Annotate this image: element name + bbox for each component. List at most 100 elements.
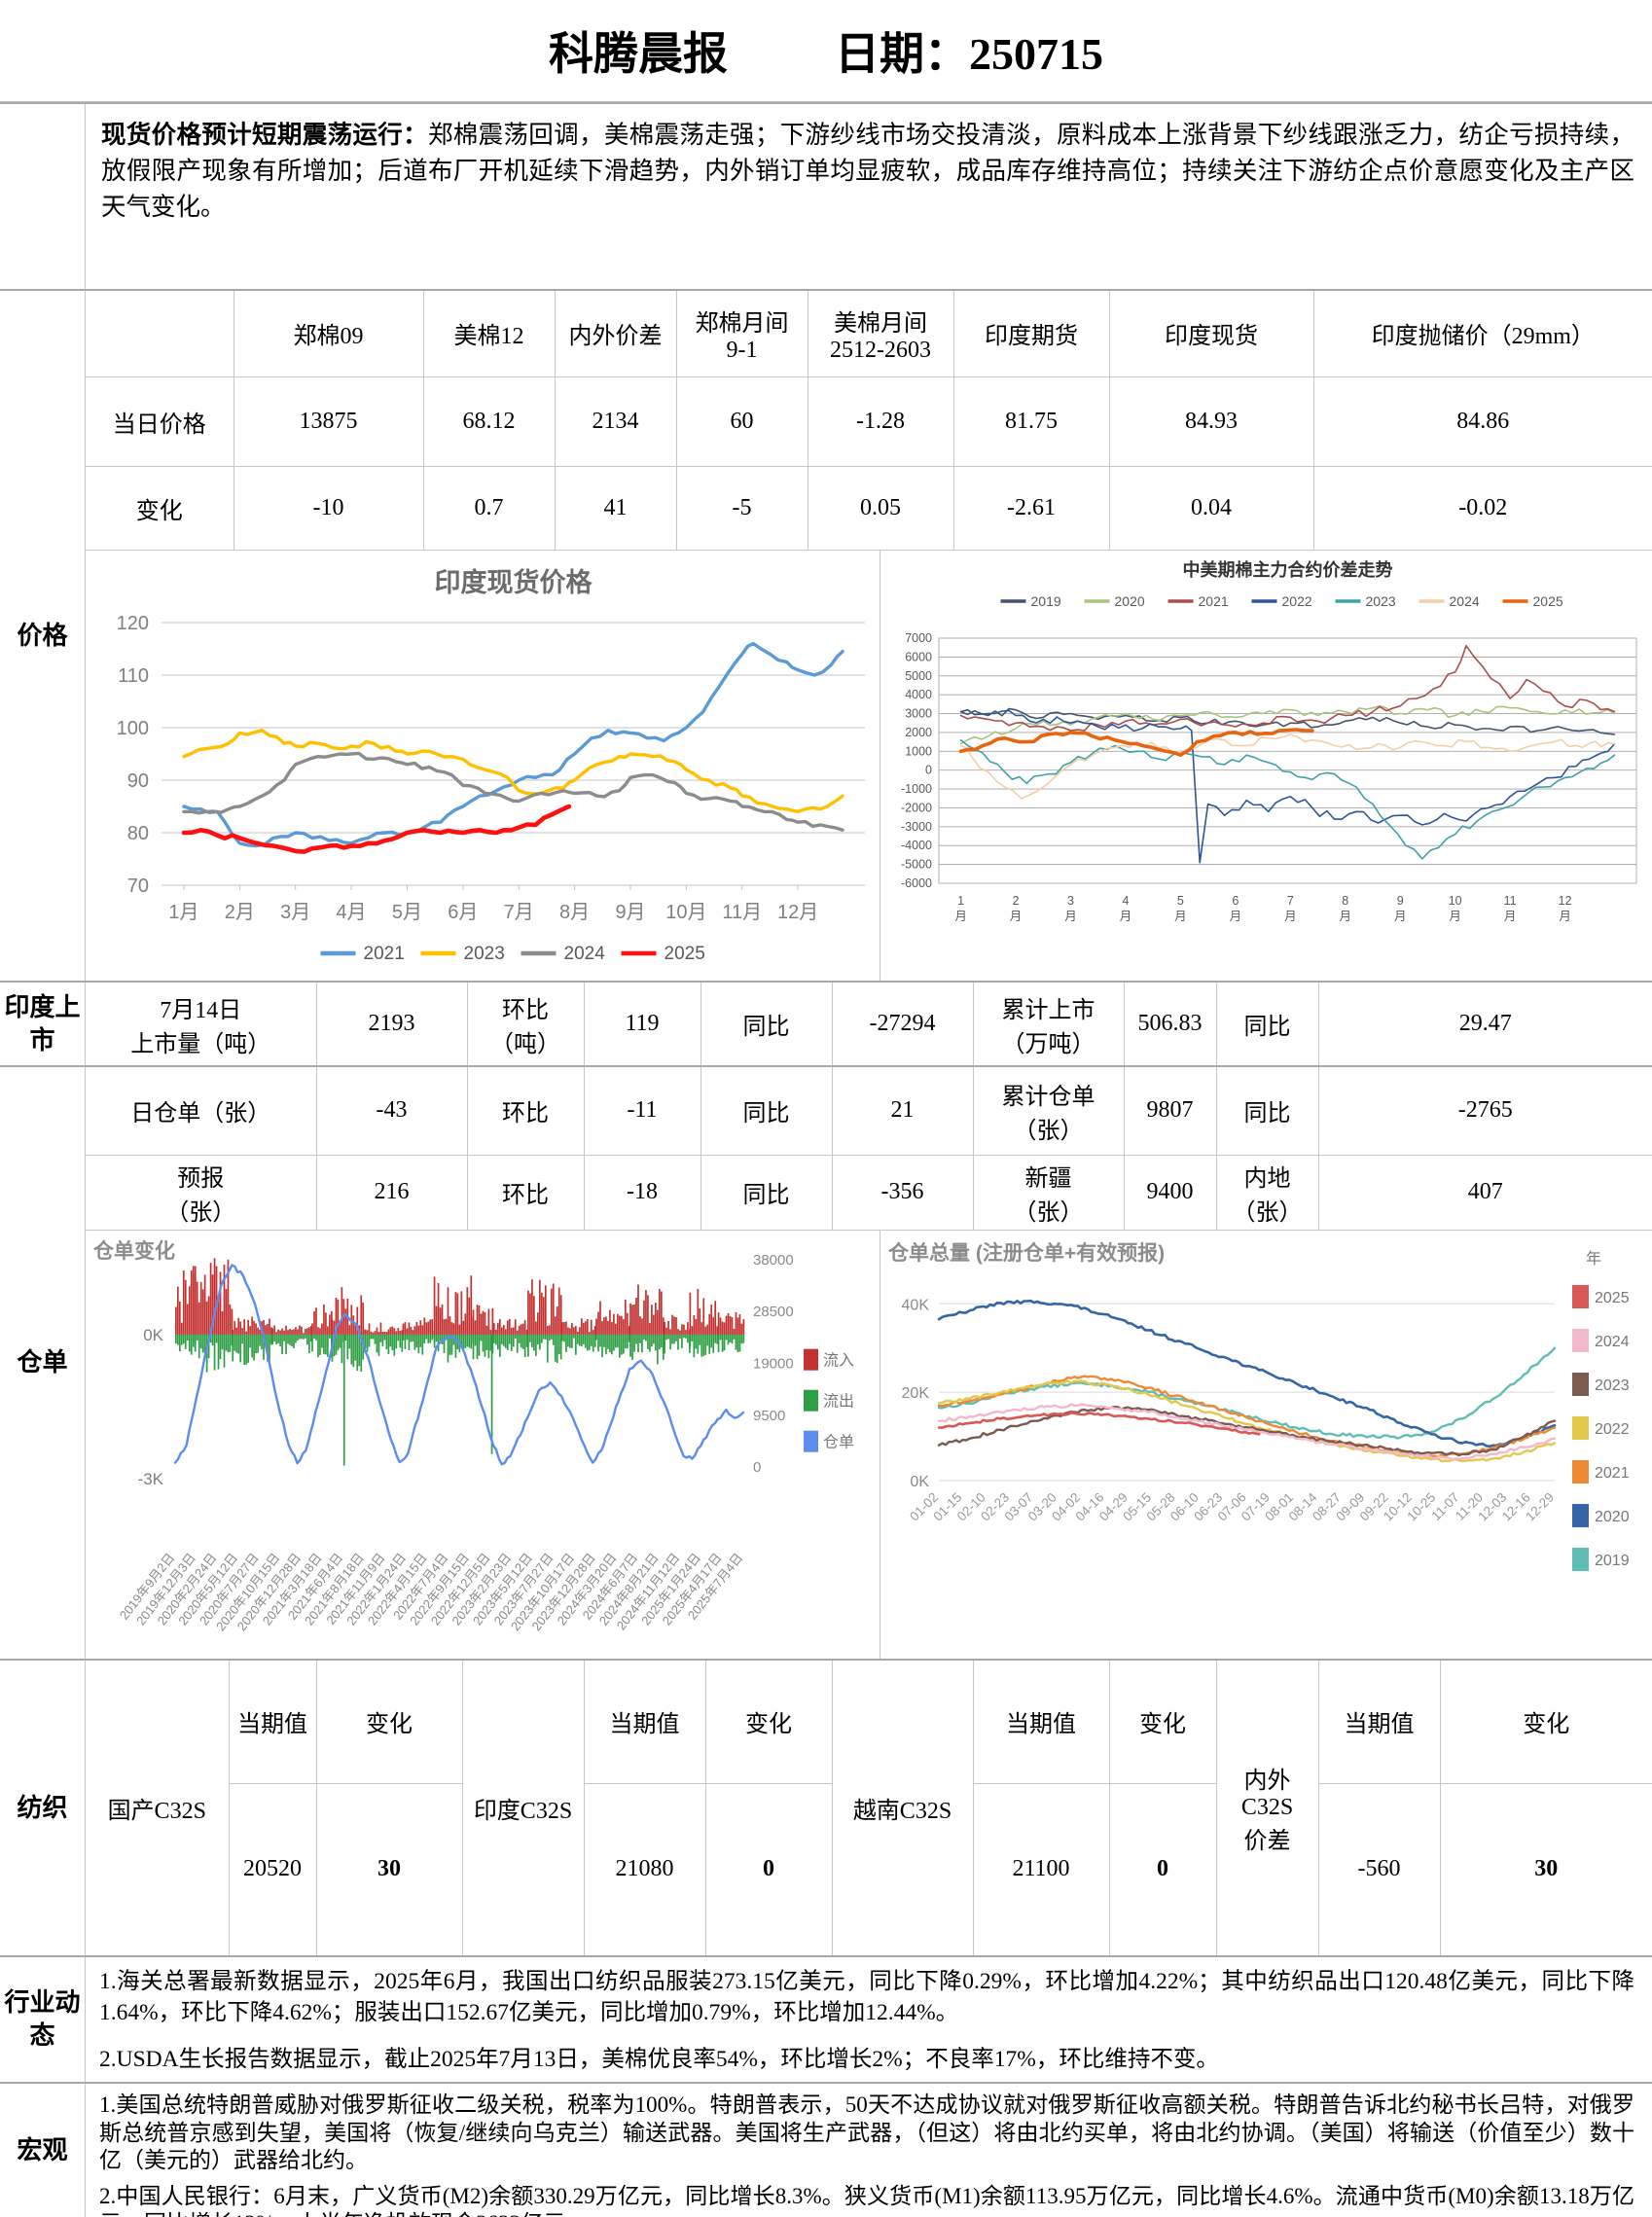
price-section: 价格 郑棉09 美棉12 内外价差 郑棉月间 9-1 美棉月间 2512-260… [0,289,1652,981]
svg-text:19000: 19000 [753,1355,794,1372]
svg-text:月: 月 [1064,910,1077,923]
warehouse-section: 仓单 日仓单（张） -43 环比 -11 同比 21 累计仓单 （张） 9807… [0,1065,1652,1659]
price-change: 41 [554,465,677,550]
svg-text:12月: 12月 [777,902,818,923]
report-date: 日期：250715 [835,29,1103,79]
svg-text:2021: 2021 [1595,1465,1630,1482]
price-change: -2.61 [952,465,1110,550]
warehouse-cell: 407 [1317,1154,1652,1230]
svg-text:4: 4 [1122,894,1129,908]
warehouse-cell: 环比 [466,1154,585,1230]
warehouse-cell: -11 [583,1067,701,1156]
warehouse-cell: 9400 [1123,1154,1217,1230]
industry-news-section: 行业动态 1.海关总署最新数据显示，2025年6月，我国出口纺织品服装273.1… [0,1955,1652,2082]
warehouse-receipt-total-chart: 仓单总量 (注册仓单+有效预报) 0K 20K 40K 01-02 01-15 02-10 0… [880,1231,1652,1659]
price-value: 13875 [233,375,424,467]
svg-text:10月: 10月 [665,902,706,923]
india-cell: 同比 [1215,983,1319,1065]
section-label-warehouse: 仓单 [0,1067,86,1659]
india-cell: 7月14日 上市量（吨） [86,983,317,1065]
warehouse-cell: 21 [831,1067,974,1156]
svg-text:2019: 2019 [1595,1553,1630,1569]
textile-value: 21100 [972,1782,1110,1955]
warehouse-cell: 环比 [466,1067,585,1156]
svg-text:2024: 2024 [564,944,606,964]
textile-header: 当期值 [583,1661,706,1784]
svg-text:80: 80 [127,823,149,844]
macro-news: 1.美国总统特朗普威胁对俄罗斯征收二级关税，税率为100%。特朗普表示，50天不… [86,2084,1652,2217]
textile-table: 国产C32S 当期值 变化 印度C32S 当期值 变化 越南C32S 当期值 变… [86,1661,1652,1955]
india-cell: 29.47 [1317,983,1652,1065]
summary-lead: 现货价格预计短期震荡运行： [101,121,428,149]
svg-text:110: 110 [118,665,149,687]
svg-text:7月: 7月 [504,902,534,923]
svg-text:仓单: 仓单 [823,1434,854,1451]
svg-text:-5000: -5000 [901,858,932,872]
svg-text:2022: 2022 [1282,593,1312,609]
svg-text:100: 100 [117,718,149,739]
svg-text:3000: 3000 [905,707,932,721]
industry-news: 1.海关总署最新数据显示，2025年6月，我国出口纺织品服装273.15亿美元，… [86,1957,1652,2082]
price-value: -1.28 [807,375,954,467]
textile-change: 0 [1108,1782,1217,1955]
svg-text:2024: 2024 [1595,1334,1630,1350]
svg-text:1月: 1月 [168,902,198,923]
svg-text:2: 2 [1013,894,1020,908]
textile-header: 变化 [704,1661,833,1784]
svg-text:1: 1 [957,894,964,908]
svg-text:9: 9 [1397,894,1404,908]
warehouse-cell: 新疆 （张） [972,1154,1125,1230]
textile-value: 21080 [583,1782,706,1955]
warehouse-cell: 同比 [700,1154,833,1230]
svg-text:2020: 2020 [1115,593,1145,609]
price-value: 2134 [554,375,677,467]
industry-item: 2.USDA生长报告数据显示，截止2025年7月13日，美棉优良率54%，环比增… [99,2046,1219,2072]
svg-text:3月: 3月 [280,902,310,923]
svg-text:11月: 11月 [722,902,762,923]
india-cell: 环比 （吨） [466,983,585,1065]
svg-text:月: 月 [1284,910,1297,923]
svg-text:28500: 28500 [753,1304,794,1320]
svg-text:2021: 2021 [364,944,405,964]
price-change: -5 [675,465,808,550]
price-col-header: 美棉月间 2512-2603 [807,291,954,377]
svg-text:月: 月 [1174,910,1187,923]
svg-text:2023: 2023 [1366,593,1396,609]
section-label-price: 价格 [0,291,86,981]
report-title: 科腾晨报 [549,29,728,79]
svg-text:4000: 4000 [905,688,932,701]
warehouse-table: 日仓单（张） -43 环比 -11 同比 21 累计仓单 （张） 9807 同比… [86,1067,1652,1230]
svg-text:-6000: -6000 [901,876,932,890]
india-cell: 同比 [700,983,833,1065]
svg-text:8: 8 [1342,894,1348,908]
textile-change: 0 [704,1782,833,1955]
svg-text:-4000: -4000 [901,839,932,852]
price-value: 68.12 [422,375,556,467]
svg-text:月: 月 [1230,910,1242,923]
summary-spacer-cell [0,104,86,289]
svg-text:90: 90 [127,770,149,792]
price-col-header: 郑棉09 [233,291,424,377]
textile-header: 当期值 [228,1661,317,1784]
svg-text:70: 70 [127,876,149,897]
textile-name: 越南C32S [831,1661,974,1955]
svg-text:11: 11 [1504,894,1517,908]
svg-text:2021: 2021 [1199,593,1229,609]
svg-text:流出: 流出 [823,1393,854,1411]
svg-text:6月: 6月 [448,902,478,923]
svg-text:0: 0 [925,764,932,777]
svg-text:9500: 9500 [753,1408,785,1424]
warehouse-cell: -43 [315,1067,468,1156]
warehouse-receipt-change-chart: 仓单变化 0K -3K 38000 28500 19000 9500 0 2019年9月2日 20… [86,1231,880,1659]
india-cell: -27294 [831,983,974,1065]
svg-text:月: 月 [1559,910,1571,923]
svg-text:2月: 2月 [225,902,255,923]
price-col-header: 内外价差 [554,291,677,377]
warehouse-cell: 9807 [1123,1067,1217,1156]
warehouse-cell: 日仓单（张） [86,1067,317,1156]
svg-text:120: 120 [117,613,149,634]
svg-text:0: 0 [753,1459,761,1476]
price-row-label: 当日价格 [86,375,234,467]
india-listing-table: 7月14日 上市量（吨） 2193 环比 （吨） 119 同比 -27294 累… [86,983,1652,1065]
